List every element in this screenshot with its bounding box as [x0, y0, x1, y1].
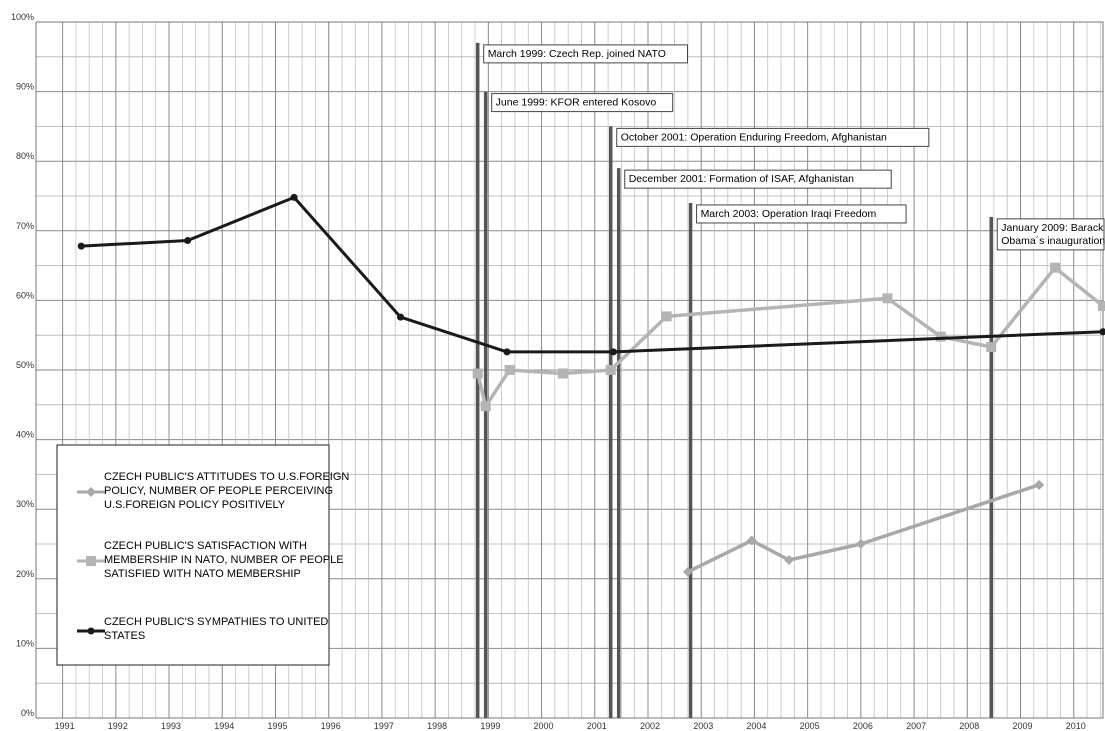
- annotation-text: December 2001: Formation of ISAF, Afghan…: [629, 173, 854, 185]
- legend-label: CZECH PUBLIC'S SATISFACTION WITH: [104, 540, 307, 552]
- annotation-text: Obama´s inauguration: [1001, 235, 1105, 247]
- x-tick-label: 1995: [267, 721, 287, 731]
- x-tick-label: 2000: [534, 721, 554, 731]
- annotation-box: [624, 169, 892, 189]
- data-point: [784, 555, 795, 566]
- legend-label: SATISFIED WITH NATO MEMBERSHIP: [104, 568, 301, 580]
- y-tick-label: 20%: [16, 569, 34, 579]
- data-point: [1050, 262, 1061, 273]
- y-tick-label: 80%: [16, 151, 34, 161]
- y-tick-label: 100%: [11, 12, 34, 22]
- annotation-box: [996, 218, 1105, 251]
- annotation-text: March 1999: Czech Rep. joined NATO: [488, 48, 666, 60]
- y-tick-label: 90%: [16, 82, 34, 92]
- chart-legend: CZECH PUBLIC'S ATTITUDES TO U.S.FOREIGN P…: [56, 444, 349, 666]
- data-point: [1099, 328, 1105, 336]
- data-point: [746, 535, 757, 546]
- data-point: [290, 193, 298, 201]
- data-point: [504, 365, 515, 375]
- y-tick-label: 50%: [16, 360, 34, 370]
- x-tick-label: 2007: [906, 721, 926, 731]
- x-tick-label: 2008: [959, 721, 979, 731]
- annotation-text: January 2009: Barack: [1001, 222, 1104, 234]
- x-tick-label: 1994: [214, 721, 234, 731]
- x-tick-label: 1996: [321, 721, 341, 731]
- plot-frame: [35, 21, 1104, 719]
- legend-label: CZECH PUBLIC'S SYMPATHIES TO UNITED: [104, 616, 328, 628]
- x-tick-label: 2006: [853, 721, 873, 731]
- y-tick-label: 10%: [16, 638, 34, 648]
- annotation-box: [616, 127, 930, 147]
- data-point: [935, 331, 946, 342]
- x-tick-label: 2010: [1066, 721, 1086, 731]
- y-tick-label: 70%: [16, 221, 34, 231]
- data-point: [184, 237, 192, 245]
- x-tick-label: 1992: [108, 721, 128, 731]
- annotation-box: [696, 204, 907, 224]
- x-tick-label: 2001: [587, 721, 607, 731]
- data-point: [605, 365, 616, 375]
- annotation-text: June 1999: KFOR entered Kosovo: [496, 97, 657, 109]
- data-point: [1098, 300, 1105, 311]
- y-tick-label: 60%: [16, 290, 34, 300]
- y-tick-label: 40%: [16, 430, 34, 440]
- x-tick-label: 2005: [800, 721, 820, 731]
- x-tick-label: 1999: [480, 721, 500, 731]
- legend-label: POLICY, NUMBER OF PEOPLE PERCEIVING: [104, 485, 333, 497]
- data-point: [882, 293, 893, 304]
- data-point: [503, 348, 511, 356]
- legend-marker: [86, 556, 96, 566]
- data-point: [557, 368, 568, 379]
- data-point: [1034, 479, 1045, 490]
- x-tick-label: 1991: [55, 721, 75, 731]
- data-point: [609, 348, 617, 356]
- x-tick-label: 1997: [374, 721, 394, 731]
- data-point: [986, 342, 997, 353]
- x-tick-label: 2009: [1012, 721, 1032, 731]
- legend-label: U.S.FOREIGN POLICY POSITIVELY: [104, 499, 286, 511]
- data-point: [661, 311, 672, 322]
- y-tick-label: 0%: [21, 708, 34, 718]
- chart-axes: 0% 10% 20% 30% 40% 50% 60% 70% 80% 90% 100% 1991 199…: [11, 12, 1086, 731]
- data-point: [397, 313, 405, 321]
- data-point: [682, 566, 693, 577]
- series-line: [687, 483, 1040, 574]
- annotation-box: [483, 44, 689, 64]
- data-point: [472, 368, 483, 379]
- legend-label: CZECH PUBLIC'S ATTITUDES TO U.S.FOREIGN: [104, 471, 349, 483]
- legend-box: [56, 444, 330, 666]
- x-tick-label: 1998: [427, 721, 447, 731]
- x-tick-label: 1993: [161, 721, 181, 731]
- legend-label: MEMBERSHIP IN NATO, NUMBER OF PEOPLE: [104, 554, 344, 566]
- legend-marker: [86, 487, 96, 497]
- x-tick-label: 2003: [693, 721, 713, 731]
- series-line: [81, 195, 1104, 354]
- legend-label: STATES: [104, 630, 145, 642]
- legend-marker: [87, 627, 95, 635]
- event-annotations: March 1999: Czech Rep. joined NATO June 1…: [483, 44, 1105, 251]
- annotation-text: October 2001: Operation Enduring Freedom…: [621, 131, 887, 143]
- x-tick-label: 2002: [640, 721, 660, 731]
- data-point: [855, 539, 866, 549]
- data-point: [77, 242, 85, 250]
- y-tick-label: 30%: [16, 499, 34, 509]
- annotation-box: [491, 93, 674, 113]
- data-point: [480, 401, 491, 412]
- chart-series: [77, 193, 1105, 577]
- x-tick-label: 2004: [746, 721, 766, 731]
- annotation-text: March 2003: Operation Iraqi Freedom: [701, 208, 877, 220]
